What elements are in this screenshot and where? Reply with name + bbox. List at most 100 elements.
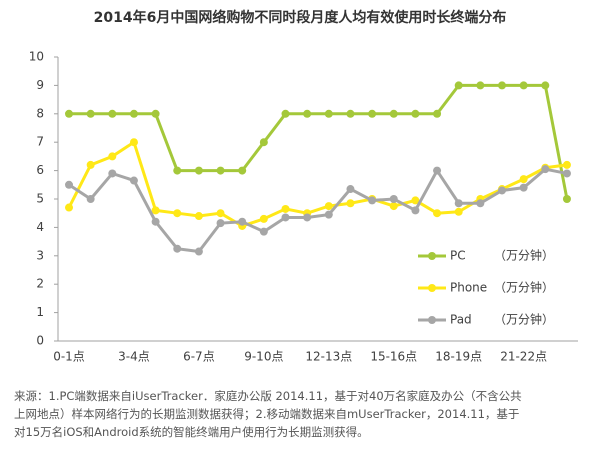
x-tick-label: 3-4点 <box>118 350 150 364</box>
x-tick-label: 12-13点 <box>305 350 352 364</box>
y-tick-label: 9 <box>36 78 44 92</box>
x-tick-label: 0-1点 <box>53 350 85 364</box>
legend-marker <box>428 316 436 324</box>
point <box>324 202 333 211</box>
point <box>65 203 73 212</box>
y-tick-label: 0 <box>36 334 44 348</box>
point <box>519 175 528 184</box>
point <box>433 209 442 218</box>
y-tick-label: 2 <box>36 277 44 291</box>
point <box>389 195 398 203</box>
y-tick-label: 1 <box>36 305 44 319</box>
point <box>108 109 117 118</box>
x-tick-label: 6-7点 <box>183 350 215 364</box>
point <box>519 183 528 192</box>
point <box>173 244 182 253</box>
x-tick-label: 9-10点 <box>244 350 283 364</box>
point <box>108 169 117 178</box>
point <box>454 81 463 90</box>
legend-marker <box>428 284 436 292</box>
point <box>346 109 355 118</box>
y-tick-label: 6 <box>36 163 44 177</box>
point <box>389 109 398 118</box>
point <box>562 195 571 203</box>
point <box>476 81 485 90</box>
point <box>129 176 138 185</box>
x-tick-label: 18-19点 <box>435 350 482 364</box>
x-tick-label: 21-22点 <box>500 350 547 364</box>
point <box>129 138 138 147</box>
point <box>151 206 160 215</box>
point <box>129 109 138 118</box>
point <box>65 109 73 118</box>
series-line <box>69 83 569 200</box>
point <box>411 109 420 118</box>
footnote: 上网地点）样本网络行为的长期监测数据获得；2.移动端数据来自mUserTrack… <box>14 407 519 421</box>
point <box>259 138 268 147</box>
y-tick-label: 10 <box>29 50 44 64</box>
point <box>216 209 225 218</box>
point <box>86 195 95 203</box>
legend-unit: （万分钟） <box>494 280 554 295</box>
point <box>65 180 73 189</box>
point <box>433 109 442 118</box>
point <box>194 247 203 256</box>
point <box>259 227 268 236</box>
point <box>411 196 420 205</box>
y-tick-label: 5 <box>36 192 44 206</box>
y-tick-label: 7 <box>36 135 44 149</box>
point <box>346 185 355 194</box>
point <box>86 109 95 118</box>
point <box>541 165 550 174</box>
point <box>151 109 160 118</box>
point <box>303 213 312 222</box>
y-tick-label: 4 <box>36 220 44 234</box>
point <box>324 210 333 219</box>
series-line <box>67 139 568 228</box>
legend-label: Phone <box>450 281 487 295</box>
point <box>368 109 377 118</box>
point <box>259 214 268 223</box>
legend-label: Pad <box>450 313 472 327</box>
point <box>86 160 95 169</box>
point <box>151 217 160 226</box>
point <box>216 166 225 175</box>
point <box>173 209 182 218</box>
point <box>454 207 463 216</box>
legend-marker <box>428 252 436 260</box>
footnote: 来源：1.PC端数据来自iUserTracker．家庭办公版 2014.11，基… <box>14 389 522 403</box>
footnote: 对15万名iOS和Android系统的智能终端用户使用行为长期监测获得。 <box>14 425 369 439</box>
legend-unit: （万分钟） <box>494 312 554 327</box>
point <box>324 109 333 118</box>
point <box>433 166 442 175</box>
point <box>476 199 485 208</box>
point <box>411 206 420 215</box>
x-tick-label: 15-16点 <box>370 350 417 364</box>
point <box>281 213 290 222</box>
point <box>454 199 463 208</box>
point <box>216 219 225 228</box>
point <box>368 196 377 205</box>
point <box>346 199 355 208</box>
point <box>562 169 571 178</box>
series-line <box>68 167 568 254</box>
legend-unit: （万分钟） <box>494 248 554 263</box>
y-tick-label: 3 <box>36 248 44 262</box>
point <box>498 81 506 90</box>
point <box>389 202 398 211</box>
legend-label: PC <box>450 249 466 263</box>
point <box>562 160 571 169</box>
point <box>108 152 117 161</box>
point <box>281 109 290 118</box>
point <box>303 109 312 118</box>
chart-title: 2014年6月中国网络购物不同时段月度人均有效使用时长终端分布 <box>94 9 507 26</box>
point <box>238 217 247 226</box>
point <box>541 81 550 90</box>
point <box>194 166 203 175</box>
point <box>238 166 247 175</box>
point <box>194 212 203 221</box>
point <box>281 204 290 213</box>
point <box>173 166 182 175</box>
point <box>498 186 506 195</box>
